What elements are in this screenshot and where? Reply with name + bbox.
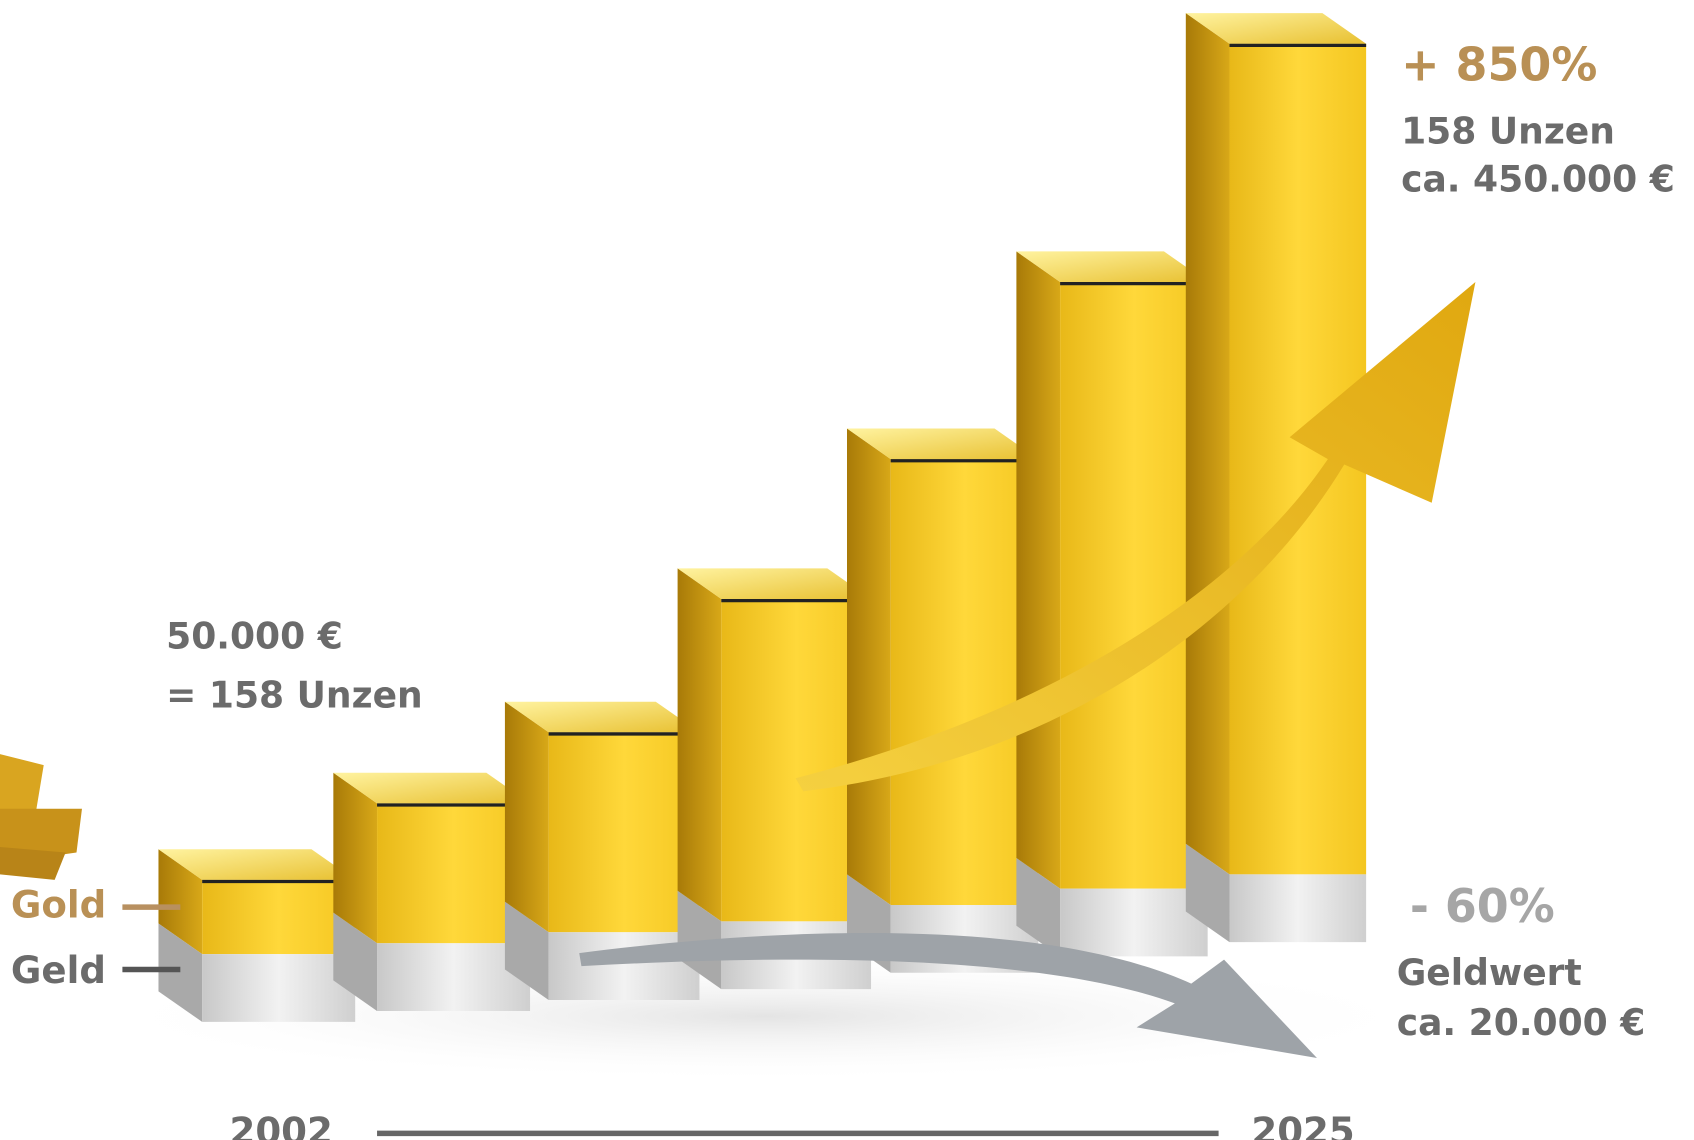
bar-silver: [1230, 874, 1367, 942]
bar-edge: [1230, 44, 1367, 47]
gain-ounces: 158 Unzen: [1401, 110, 1615, 152]
bar-side: [678, 568, 722, 921]
loss-percent: - 60%: [1410, 879, 1555, 933]
bar-side: [847, 428, 891, 905]
bars: [158, 13, 1366, 1022]
bar-side: [1186, 13, 1230, 874]
legend-money: Geld: [11, 949, 106, 992]
start-ounces: = 158 Unzen: [166, 674, 423, 716]
bar-side: [1016, 251, 1060, 888]
timeline-end: 2025: [1251, 1110, 1354, 1140]
bar-edge: [202, 880, 355, 883]
bar-edge: [1060, 282, 1208, 285]
timeline-start: 2002: [230, 1110, 333, 1140]
bar-side: [505, 702, 549, 933]
ingots: [0, 754, 82, 880]
bar-gold: [1060, 282, 1208, 889]
gain-percent: + 850%: [1401, 37, 1597, 91]
legend-gold: Gold: [11, 884, 106, 927]
bar-edge: [549, 732, 700, 735]
bar-gold: [549, 732, 700, 932]
loss-value: ca. 20.000 €: [1397, 1002, 1646, 1044]
bar-silver: [1060, 889, 1208, 957]
bar-gold: [891, 459, 1039, 905]
gain-value: ca. 450.000 €: [1401, 158, 1675, 200]
loss-label: Geldwert: [1397, 952, 1582, 994]
infographic: + 850% 158 Unzen ca. 450.000 € 50.000 € …: [0, 0, 1694, 1140]
page: + 850% 158 Unzen ca. 450.000 € 50.000 € …: [0, 0, 1694, 1140]
bar-gold: [202, 880, 355, 954]
bar-edge: [891, 459, 1039, 462]
bar-silver: [202, 954, 355, 1022]
start-amount: 50.000 €: [166, 615, 343, 657]
